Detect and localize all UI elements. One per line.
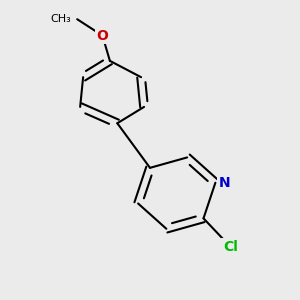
Text: CH₃: CH₃ — [50, 14, 71, 24]
Text: N: N — [218, 176, 230, 190]
Text: Cl: Cl — [223, 240, 238, 254]
Text: O: O — [97, 28, 108, 43]
